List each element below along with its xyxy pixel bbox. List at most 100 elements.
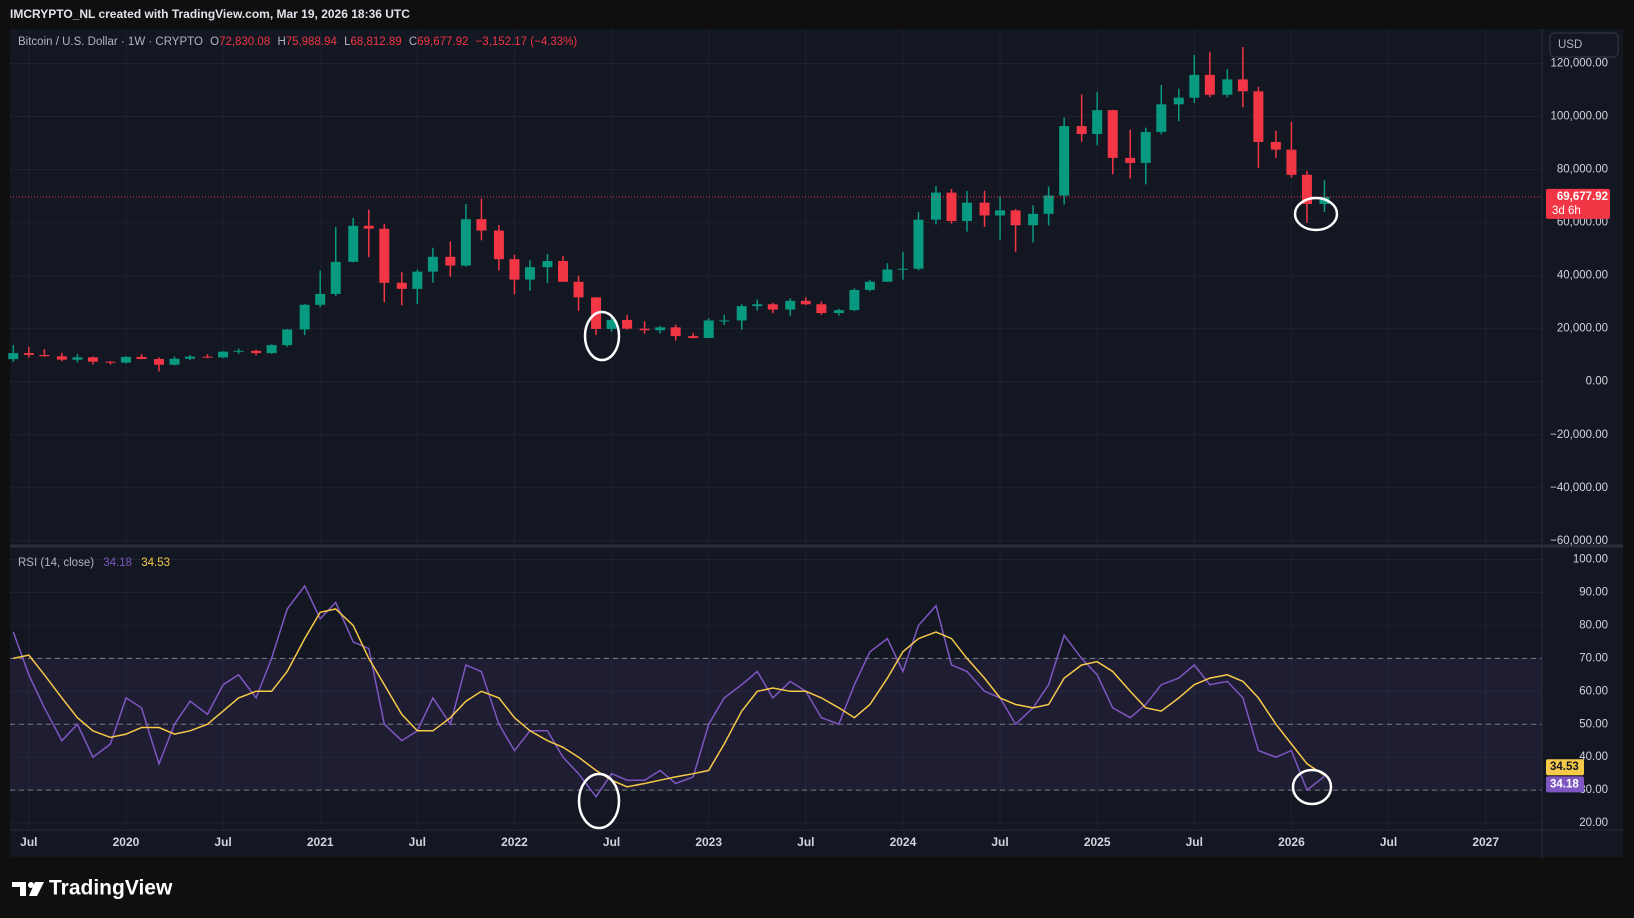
rsi-value-tag-label: 34.18 <box>1550 778 1579 790</box>
candle-body <box>670 327 681 337</box>
candle-body <box>299 304 310 330</box>
candle-body <box>251 350 262 354</box>
header-title: IMCRYPTO_NL created with TradingView.com… <box>10 7 410 21</box>
candle-body <box>1043 195 1054 214</box>
candle-body <box>363 225 374 229</box>
candle-body <box>1189 74 1200 98</box>
y-tick-label: 30.00 <box>1579 784 1608 796</box>
candle-body <box>1237 79 1248 92</box>
candle-body <box>136 356 147 360</box>
logo-mark <box>28 882 34 888</box>
candle-body <box>427 256 438 272</box>
candle-body <box>946 192 957 221</box>
candle-body <box>493 230 504 260</box>
candle-body <box>1092 110 1103 135</box>
candle-body <box>72 357 83 360</box>
candle-body <box>573 281 584 298</box>
candle-body <box>524 267 535 280</box>
y-tick-label: −20,000.00 <box>1550 429 1608 441</box>
x-tick-label: Jul <box>603 835 620 849</box>
last-price-tag <box>1546 188 1610 219</box>
candle-body <box>396 282 407 289</box>
candle-body <box>202 356 213 358</box>
y-tick-label: 80,000.00 <box>1557 164 1608 176</box>
candle-body <box>1107 110 1118 158</box>
candle-body <box>233 350 244 352</box>
rsi-ma-line <box>13 608 1325 788</box>
legend-line: Bitcoin / U.S. Dollar · 1W · CRYPTO O72,… <box>18 36 577 48</box>
y-tick-label: 40.00 <box>1579 751 1608 763</box>
y-tick-label: 50.00 <box>1579 718 1608 730</box>
rsi-value-tag <box>1546 776 1584 793</box>
candle-body <box>703 320 714 338</box>
candle-body <box>719 320 730 322</box>
legend-value: 68,812.89 <box>351 36 402 48</box>
candle-body <box>120 356 131 363</box>
candle-body <box>816 304 827 314</box>
legend-key: C <box>409 36 417 48</box>
logo-mark <box>12 882 26 896</box>
candle-body <box>1204 74 1215 95</box>
candle-body <box>736 306 747 321</box>
candle-body <box>1222 79 1233 95</box>
legend-value: 72,830.08 <box>219 36 270 48</box>
legend-value: 69,677.92 <box>417 36 468 48</box>
candle-body <box>542 261 553 268</box>
candle-body <box>1253 91 1264 142</box>
legend-key: O <box>210 36 219 48</box>
candle-body <box>558 261 569 282</box>
annotations <box>577 196 1339 830</box>
candle-body <box>218 351 229 358</box>
candle-body <box>833 310 844 314</box>
x-tick-label: Jul <box>20 835 37 849</box>
y-tick-label: 120,000.00 <box>1550 58 1608 70</box>
candle-body <box>412 271 423 289</box>
candle-body <box>995 210 1006 216</box>
plot-layer <box>8 29 1542 828</box>
candle-body <box>509 259 520 280</box>
candle-body <box>1156 104 1167 132</box>
x-tick-label: Jul <box>409 835 426 849</box>
candle-body <box>639 328 650 331</box>
candle-body <box>476 219 487 231</box>
candle-body <box>1140 131 1151 163</box>
rsi-legend: RSI (14, close) 34.18 34.53 <box>18 557 170 569</box>
candle-body <box>1286 149 1297 175</box>
y-tick-label: 0.00 <box>1586 376 1608 388</box>
x-tick-label: 2023 <box>695 835 722 849</box>
currency-button[interactable] <box>1549 32 1619 58</box>
rsi-value-tag <box>1546 759 1584 776</box>
annotation-circle <box>1291 768 1333 806</box>
currency-button-label[interactable]: USD <box>1558 39 1582 51</box>
candle-body <box>622 319 633 329</box>
legend-change: −3,152.17 (−4.33%) <box>476 36 578 48</box>
candle-body <box>348 225 359 262</box>
x-tick-label: 2020 <box>113 835 140 849</box>
candle-body <box>379 228 390 283</box>
legend-symbol: Bitcoin / U.S. Dollar · 1W · CRYPTO <box>18 36 203 48</box>
candle-body <box>87 357 98 362</box>
y-tick-label: 100.00 <box>1573 554 1608 566</box>
y-tick-label: 60.00 <box>1579 685 1608 697</box>
candle-body <box>153 359 164 365</box>
x-tick-label: 2022 <box>501 835 528 849</box>
symbol-legend: Bitcoin / U.S. Dollar · 1W · CRYPTO O72,… <box>18 36 577 569</box>
candle-body <box>1173 97 1184 105</box>
candle-body <box>330 261 341 294</box>
candle-body <box>897 268 908 270</box>
logo-mark <box>29 882 44 896</box>
candle-body <box>688 336 699 338</box>
candle-body <box>1010 210 1021 226</box>
y-tick-label: 60,000.00 <box>1557 217 1608 229</box>
rsi-value: 34.18 <box>103 557 132 569</box>
x-tick-label: Jul <box>214 835 231 849</box>
legend-key: L <box>344 36 351 48</box>
legend-key: H <box>277 36 285 48</box>
candle-body <box>1076 126 1087 135</box>
candle-body <box>930 192 941 220</box>
y-tick-label: −60,000.00 <box>1550 535 1608 547</box>
y-tick-label: 20,000.00 <box>1557 323 1608 335</box>
brand-name: TradingView <box>49 877 173 900</box>
y-tick-label: 80.00 <box>1579 619 1608 631</box>
x-tick-label: 2021 <box>307 835 334 849</box>
